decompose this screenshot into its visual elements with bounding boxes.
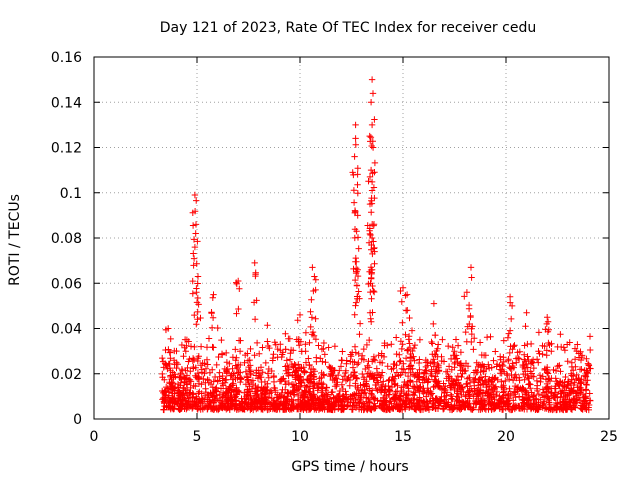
y-tick-label: 0.02 [51, 367, 82, 383]
x-tick-label: 0 [90, 429, 99, 445]
x-tick-label: 15 [394, 429, 412, 445]
y-tick-label: 0.1 [60, 186, 82, 202]
x-tick-label: 25 [600, 429, 618, 445]
y-tick-label: 0.14 [51, 95, 82, 111]
y-tick-label: 0.16 [51, 50, 82, 66]
roti-point-markers [159, 76, 594, 414]
y-tick-label: 0.12 [51, 141, 82, 157]
axis-ticks [93, 56, 610, 420]
axis-tick-labels: 0 5 10 15 20 25 0 0.02 0.04 0.06 0.08 0.1 0.12 0.14 0.… [51, 50, 618, 445]
chart-title: Day 121 of 2023, Rate Of TEC Index for r… [160, 20, 536, 36]
x-tick-label: 10 [291, 429, 309, 445]
y-tick-label: 0.08 [51, 231, 82, 247]
x-tick-label: 20 [497, 429, 515, 445]
data-points [159, 76, 594, 414]
y-tick-label: 0.04 [51, 322, 82, 338]
y-tick-label: 0 [73, 412, 82, 428]
y-tick-label: 0.06 [51, 276, 82, 292]
y-axis-label: ROTI / TECUs [7, 194, 23, 286]
grid-lines [94, 57, 609, 419]
x-axis-label: GPS time / hours [291, 459, 408, 475]
x-tick-label: 5 [193, 429, 202, 445]
